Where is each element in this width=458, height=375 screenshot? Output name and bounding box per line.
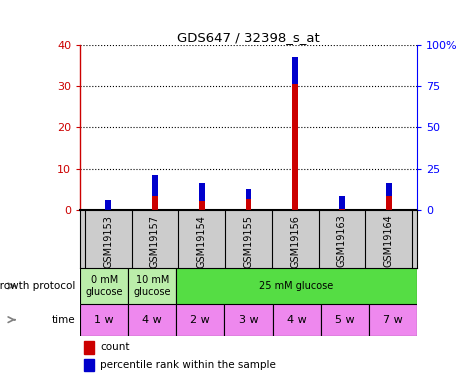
Bar <box>105 200 111 210</box>
Bar <box>128 304 176 336</box>
Bar <box>245 189 251 210</box>
Title: GDS647 / 32398_s_at: GDS647 / 32398_s_at <box>177 31 320 44</box>
Bar <box>80 304 128 336</box>
Bar <box>80 268 128 304</box>
Text: GSM19153: GSM19153 <box>103 214 113 267</box>
Bar <box>321 304 369 336</box>
Bar <box>128 268 176 304</box>
Bar <box>83 359 93 371</box>
Bar <box>339 196 345 210</box>
Bar <box>369 304 417 336</box>
Bar <box>224 304 273 336</box>
Bar <box>292 57 298 210</box>
Text: GSM19163: GSM19163 <box>337 214 347 267</box>
Text: 4 w: 4 w <box>287 315 306 325</box>
Text: 3 w: 3 w <box>239 315 258 325</box>
Text: 0 mM
glucose: 0 mM glucose <box>86 275 123 297</box>
Bar <box>273 304 321 336</box>
Text: percentile rank within the sample: percentile rank within the sample <box>100 360 276 370</box>
Bar <box>292 57 298 84</box>
Bar <box>105 200 111 210</box>
Bar <box>339 195 345 209</box>
Text: GSM19156: GSM19156 <box>290 214 300 267</box>
Text: GSM19164: GSM19164 <box>384 214 394 267</box>
Bar <box>199 183 205 201</box>
Bar <box>386 183 392 196</box>
Text: time: time <box>52 315 76 325</box>
Text: 1 w: 1 w <box>94 315 114 325</box>
Bar <box>386 183 392 210</box>
Text: GSM19154: GSM19154 <box>196 214 207 267</box>
Bar <box>152 175 158 196</box>
Text: 7 w: 7 w <box>383 315 403 325</box>
Text: GSM19157: GSM19157 <box>150 214 160 268</box>
Text: 4 w: 4 w <box>142 315 162 325</box>
Text: 5 w: 5 w <box>335 315 354 325</box>
Text: 10 mM
glucose: 10 mM glucose <box>134 275 171 297</box>
Bar <box>176 304 224 336</box>
Bar <box>83 341 93 354</box>
Text: count: count <box>100 342 130 352</box>
Text: 2 w: 2 w <box>191 315 210 325</box>
Bar <box>176 268 417 304</box>
Bar <box>245 189 251 199</box>
Text: growth protocol: growth protocol <box>0 281 76 291</box>
Bar <box>152 175 158 210</box>
Text: 25 mM glucose: 25 mM glucose <box>259 281 334 291</box>
Bar <box>199 183 205 210</box>
Text: GSM19155: GSM19155 <box>244 214 253 268</box>
